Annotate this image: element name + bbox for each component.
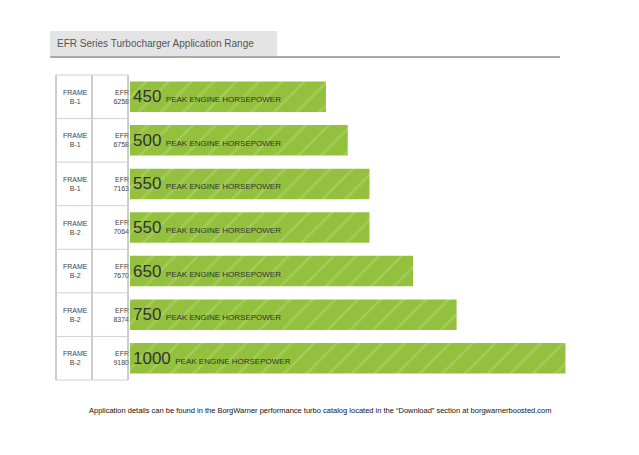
svg-text:FRAMEB-2: FRAMEB-2 (63, 263, 88, 279)
svg-text:EFR Series Turbocharger Applic: EFR Series Turbocharger Application Rang… (57, 38, 254, 49)
svg-text:FRAMEB-2: FRAMEB-2 (63, 220, 88, 236)
svg-text:EFR8374: EFR8374 (113, 307, 129, 323)
svg-text:650 PEAK ENGINE HORSEPOWER: 650 PEAK ENGINE HORSEPOWER (133, 262, 281, 281)
svg-text:750 PEAK ENGINE HORSEPOWER: 750 PEAK ENGINE HORSEPOWER (133, 305, 281, 324)
svg-text:EFR7163: EFR7163 (113, 176, 129, 192)
svg-text:FRAMEB-1: FRAMEB-1 (63, 176, 88, 192)
svg-text:450 PEAK ENGINE HORSEPOWER: 450 PEAK ENGINE HORSEPOWER (133, 87, 281, 106)
svg-text:EFR7670: EFR7670 (113, 263, 129, 279)
svg-text:EFR6758: EFR6758 (113, 132, 129, 148)
svg-text:FRAMEB-2: FRAMEB-2 (63, 350, 88, 366)
svg-text:FRAMEB-1: FRAMEB-1 (63, 89, 88, 105)
svg-text:550 PEAK ENGINE HORSEPOWER: 550 PEAK ENGINE HORSEPOWER (133, 218, 281, 237)
svg-text:500 PEAK ENGINE HORSEPOWER: 500 PEAK ENGINE HORSEPOWER (133, 131, 281, 150)
svg-text:1000 PEAK ENGINE HORSEPOWER: 1000 PEAK ENGINE HORSEPOWER (133, 349, 291, 368)
svg-text:EFR9180: EFR9180 (113, 350, 129, 366)
svg-text:Application details can be fou: Application details can be found in the … (89, 406, 552, 415)
svg-text:550 PEAK ENGINE HORSEPOWER: 550 PEAK ENGINE HORSEPOWER (133, 174, 281, 193)
svg-text:FRAMEB-1: FRAMEB-1 (63, 132, 88, 148)
svg-text:FRAMEB-2: FRAMEB-2 (63, 307, 88, 323)
svg-text:EFR7064: EFR7064 (113, 219, 129, 235)
svg-text:EFR6258: EFR6258 (113, 89, 129, 105)
